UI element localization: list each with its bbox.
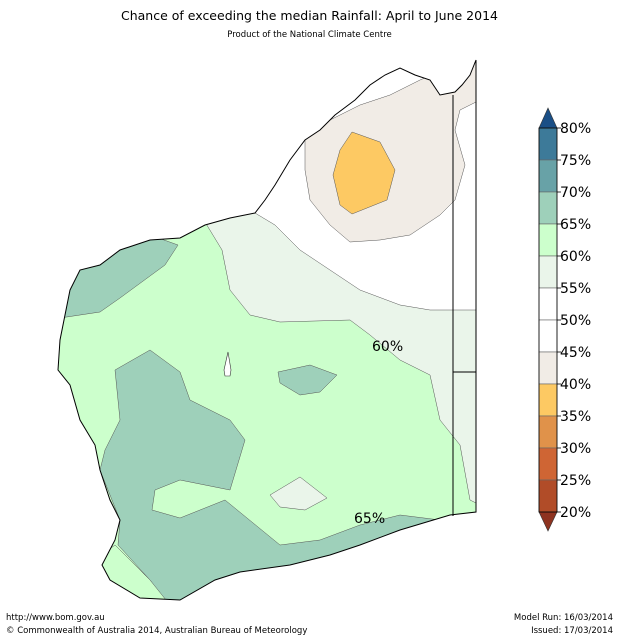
contour-label-65: 65% [354, 511, 385, 527]
colorbar-band-70_75 [538, 159, 558, 193]
footer-issued: Issued: 17/03/2014 [531, 626, 613, 636]
colorbar-tick-label: 70% [560, 185, 591, 201]
colorbar-tick-label: 55% [560, 281, 591, 297]
colorbar-band-40_45 [538, 351, 558, 385]
colorbar-tick-label: 45% [560, 345, 591, 361]
colorbar-band-65_70 [538, 191, 558, 225]
colorbar-tick-label: 25% [560, 473, 591, 489]
colorbar-band-35_40 [538, 383, 558, 417]
colorbar-tick-label: 35% [560, 409, 591, 425]
contour-label-60: 60% [372, 339, 403, 355]
colorbar-band-75_80 [538, 127, 558, 161]
footer-url: http://www.bom.gov.au [6, 613, 105, 623]
region-35-40 [332, 131, 396, 215]
footer-model-run: Model Run: 16/03/2014 [513, 613, 613, 623]
colorbar-tick-label: 40% [560, 377, 591, 393]
colorbar-tick-label: 75% [560, 153, 591, 169]
colorbar-band-20_25 [538, 479, 558, 513]
colorbar-extend-top [538, 107, 558, 129]
colorbar-tick-label: 65% [560, 217, 591, 233]
region-65-70-central [277, 364, 338, 396]
colorbar-band-50_55 [538, 287, 558, 321]
colorbar: 80% 75% 70% 65% 60% 55% 50% 45% 40% 35% 30% 25% 20% [538, 107, 591, 532]
region-55-60-south [269, 476, 328, 511]
colorbar-tick-label: 80% [560, 121, 591, 137]
map-title: Chance of exceeding the median Rainfall:… [121, 8, 498, 23]
colorbar-band-55_60 [538, 255, 558, 289]
colorbar-band-45_50 [538, 319, 558, 353]
colorbar-tick-label: 30% [560, 441, 591, 457]
colorbar-band-60_65 [538, 223, 558, 257]
map-subtitle: Product of the National Climate Centre [227, 30, 392, 40]
lake [223, 351, 232, 377]
coastline [57, 59, 477, 601]
colorbar-extend-bottom [538, 511, 558, 532]
colorbar-band-25_30 [538, 447, 558, 481]
colorbar-tick-label: 60% [560, 249, 591, 265]
colorbar-tick-label: 50% [560, 313, 591, 329]
colorbar-band-30_35 [538, 415, 558, 449]
footer-copyright: © Commonwealth of Australia 2014, Austra… [6, 626, 308, 636]
colorbar-tick-label: 20% [560, 505, 591, 521]
